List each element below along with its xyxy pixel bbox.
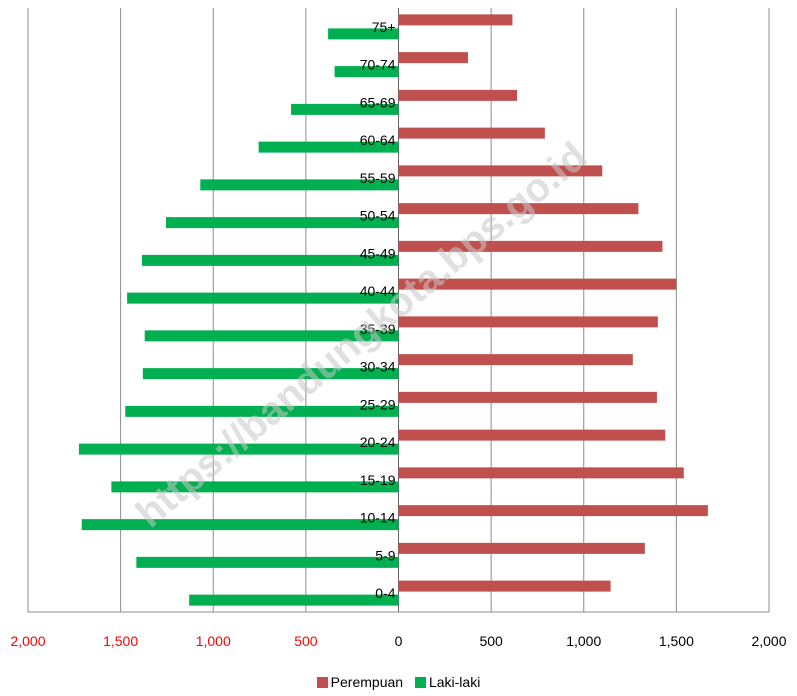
bar-perempuan-15-19: [399, 467, 684, 478]
bar-perempuan-5-9: [399, 543, 645, 554]
x-tick-label: 500: [294, 633, 318, 649]
category-label: 75+: [372, 19, 396, 35]
category-label: 30-34: [360, 359, 396, 375]
bar-laki-laki-10-14: [82, 519, 399, 530]
category-label: 50-54: [360, 208, 396, 224]
bar-perempuan-35-39: [399, 316, 658, 327]
bar-laki-laki-40-44: [127, 293, 398, 304]
bar-perempuan-70-74: [399, 52, 468, 63]
x-tick-label: 500: [479, 633, 503, 649]
category-label: 0-4: [375, 585, 395, 601]
bar-perempuan-65-69: [399, 90, 518, 101]
legend-item-perempuan: Perempuan: [317, 674, 403, 690]
legend: Perempuan Laki-laki: [0, 674, 797, 691]
bar-perempuan-20-24: [399, 430, 666, 441]
bar-laki-laki-5-9: [136, 557, 398, 568]
category-label: 5-9: [375, 547, 395, 563]
x-axis-tick-labels: 2,000 1,500 1,000 500 0 500 1,000 1,500 2,000: [10, 633, 786, 649]
bar-perempuan-25-29: [399, 392, 657, 403]
x-tick-label: 1,500: [103, 633, 138, 649]
x-tick-label: 1,000: [566, 633, 601, 649]
category-label: 15-19: [360, 472, 396, 488]
x-tick-label: 2,000: [751, 633, 786, 649]
x-tick-label: 1,000: [196, 633, 231, 649]
bar-perempuan-0-4: [399, 581, 611, 592]
bar-perempuan-60-64: [399, 128, 545, 139]
category-label: 60-64: [360, 132, 396, 148]
x-tick-label: 0: [395, 633, 403, 649]
category-label: 55-59: [360, 170, 396, 186]
legend-item-laki-laki: Laki-laki: [415, 674, 480, 690]
category-label: 70-74: [360, 57, 396, 73]
legend-swatch-laki-laki: [415, 677, 426, 688]
legend-label-perempuan: Perempuan: [331, 674, 403, 690]
category-label: 25-29: [360, 396, 396, 412]
x-tick-label: 2,000: [10, 633, 45, 649]
category-label: 45-49: [360, 245, 396, 261]
bar-perempuan-30-34: [399, 354, 633, 365]
category-label: 10-14: [360, 510, 396, 526]
legend-swatch-perempuan: [317, 677, 328, 688]
legend-label-laki-laki: Laki-laki: [429, 674, 480, 690]
bar-perempuan-10-14: [399, 505, 708, 516]
bar-perempuan-75+: [399, 14, 513, 25]
x-tick-label: 1,500: [659, 633, 694, 649]
bar-laki-laki-0-4: [189, 595, 398, 606]
category-label: 20-24: [360, 434, 396, 450]
category-label: 65-69: [360, 94, 396, 110]
